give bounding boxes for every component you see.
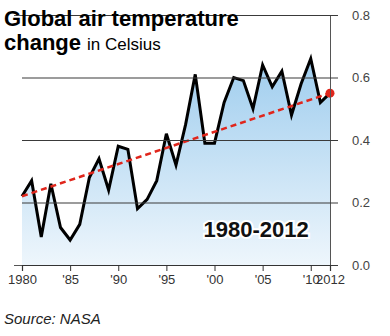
x-axis: 1980'85'90'95'00'05'102012 (8, 265, 345, 287)
x-tick: '95 (158, 265, 175, 287)
y-tick-label: 0.8 (352, 8, 370, 23)
grid-line (22, 202, 338, 203)
x-tick-label: '90 (110, 272, 127, 287)
y-tick: 0.0 (22, 258, 370, 273)
y-tick-label: 0.2 (352, 195, 370, 210)
x-tick-mark (22, 265, 23, 271)
x-tick-label: 1980 (8, 272, 37, 287)
x-tick-mark (70, 265, 71, 271)
line (22, 59, 330, 240)
grid-line (22, 140, 338, 141)
y-tick: 0.4 (22, 133, 370, 148)
x-tick-label: '05 (255, 272, 272, 287)
x-tick-mark (311, 265, 312, 271)
x-tick-label: '00 (207, 272, 224, 287)
y-tick-label: 0.0 (352, 258, 370, 273)
subtitle: in Celsius (87, 35, 161, 54)
plot-area (22, 59, 335, 265)
y-tick: 0.2 (22, 195, 370, 210)
x-tick-label: '95 (158, 272, 175, 287)
chart: 0.00.20.40.60.81980'85'90'95'00'05'10201… (0, 0, 390, 336)
x-tick: 1980 (8, 265, 37, 287)
x-tick-mark (330, 265, 331, 271)
grid-line (22, 77, 338, 78)
y-tick: 0.6 (22, 70, 370, 85)
x-tick: '85 (62, 265, 79, 287)
y-tick-label: 0.4 (352, 133, 370, 148)
x-tick: '05 (255, 265, 272, 287)
annotation: 1980-2012 (203, 217, 308, 242)
area (22, 59, 330, 265)
trend-line (22, 93, 330, 196)
x-tick-label: 2012 (316, 272, 345, 287)
title-line: Global air temperature (4, 6, 239, 31)
x-tick-mark (263, 265, 264, 271)
x-tick: '00 (207, 265, 224, 287)
source: Source: NASA (4, 310, 101, 327)
x-axis-line (23, 266, 331, 272)
y-tick-label: 0.6 (352, 70, 370, 85)
title: Global air temperaturechange in Celsius (4, 6, 239, 55)
x-tick: 2012 (316, 265, 345, 287)
x-tick-label: '85 (62, 272, 79, 287)
x-tick-mark (215, 265, 216, 271)
x-tick: '90 (110, 265, 127, 287)
x-tick-mark (118, 265, 119, 271)
title-line: change (4, 30, 81, 55)
x-tick-mark (166, 265, 167, 271)
